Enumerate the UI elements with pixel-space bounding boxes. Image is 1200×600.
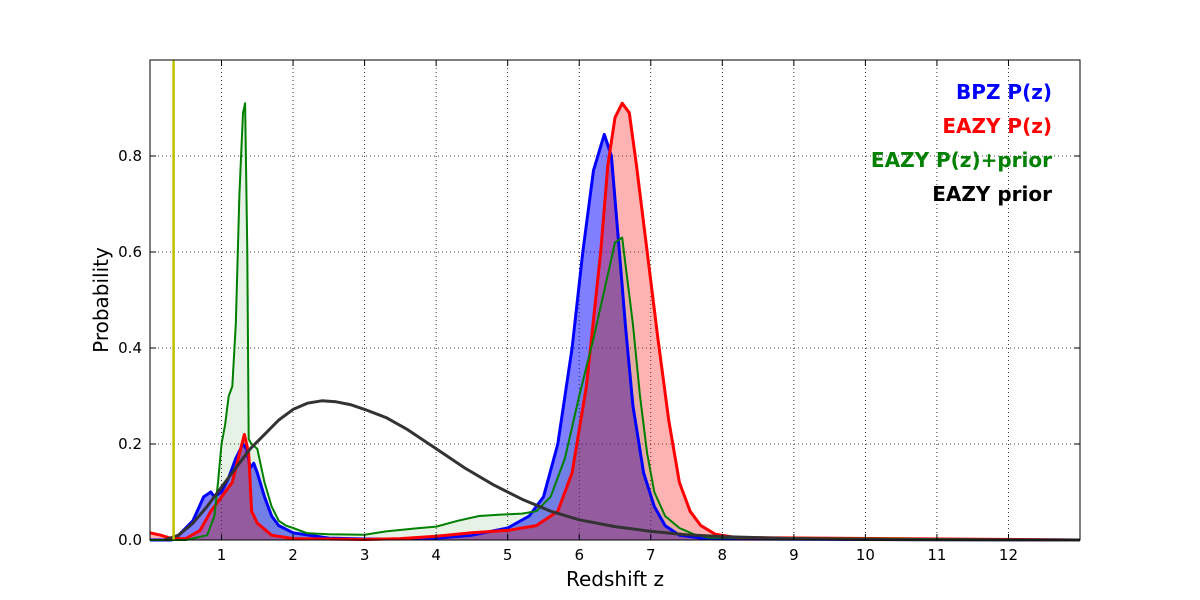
x-tick-label-5: 5: [503, 546, 513, 564]
line-layer: [149, 60, 1081, 542]
x-tick-label-9: 9: [789, 546, 799, 564]
x-tick-label-2: 2: [288, 546, 298, 564]
series-line-eazy-p-z: [149, 101, 1081, 542]
y-axis-title: Probability: [89, 247, 113, 353]
x-tick-label-4: 4: [431, 546, 441, 564]
x-tick-label-6: 6: [574, 546, 584, 564]
x-tick-label-7: 7: [646, 546, 656, 564]
legend-entry-eazy-prior: EAZY prior: [932, 182, 1052, 206]
series-fill-bpz-p-z: [150, 134, 1080, 540]
x-tick-label-8: 8: [718, 546, 728, 564]
legend-entry-eazy-p-z-prior: EAZY P(z)+prior: [871, 148, 1052, 172]
fill-layer: [150, 103, 1080, 540]
y-tick-label-1: 0.0: [118, 531, 142, 549]
y-tick-label-5: 0.8: [118, 147, 142, 165]
legend-entry-bpz-p-z: BPZ P(z): [956, 80, 1052, 104]
series-fill-eazy-p-z-prior: [150, 103, 1080, 540]
series-fill-eazy-p-z: [150, 103, 1080, 540]
legend-entry-eazy-p-z: EAZY P(z): [942, 114, 1052, 138]
x-axis-title: Redshift z: [566, 567, 664, 591]
y-tick-label-3: 0.4: [118, 339, 142, 357]
x-tick-label-11: 11: [927, 546, 946, 564]
x-tick-label-1: 1: [217, 546, 227, 564]
series-line-eazy-prior: [163, 399, 1081, 542]
y-tick-label-4: 0.6: [118, 243, 142, 261]
x-tick-label-10: 10: [856, 546, 875, 564]
plot-frame: [149, 59, 1081, 541]
legend: BPZ P(z) EAZY P(z) EAZY P(z)+prior EAZY pri…: [871, 80, 1052, 206]
x-tick-label-12: 12: [999, 546, 1018, 564]
tick-layer: 1 2 3 4 5 6 7 8 9 10 11 120.00.20.40.60.8: [118, 60, 1080, 564]
y-tick-label-2: 0.2: [118, 435, 142, 453]
series-line-eazy-p-z-prior: [150, 102, 1081, 541]
x-tick-label-3: 3: [360, 546, 370, 564]
